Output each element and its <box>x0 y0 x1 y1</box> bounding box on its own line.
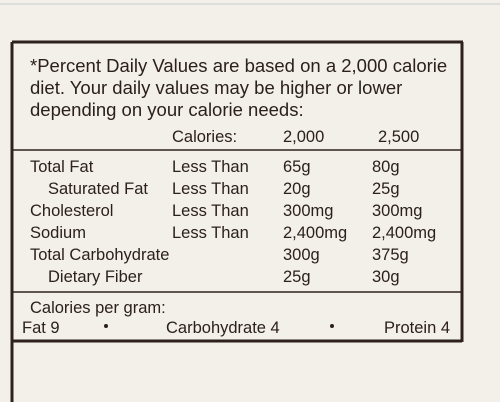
value: 300g <box>283 246 320 264</box>
intro-line: *Percent Daily Values are based on a 2,0… <box>30 55 447 76</box>
comparator: Less Than <box>172 158 249 176</box>
nutrient: Total Carbohydrate <box>30 246 169 264</box>
nutrient: Sodium <box>30 224 86 242</box>
bullet <box>330 324 334 328</box>
bullet <box>104 324 108 328</box>
value: 80g <box>372 158 400 176</box>
value: 2,400mg <box>283 224 347 242</box>
header-label: Calories: <box>172 128 237 146</box>
per-gram-item: Carbohydrate 4 <box>166 319 280 337</box>
per-gram-item: Fat 9 <box>22 319 60 337</box>
value: 300mg <box>372 202 422 220</box>
nutrient: Cholesterol <box>30 202 113 220</box>
value: 25g <box>372 180 400 198</box>
comparator: Less Than <box>172 202 249 220</box>
value: 375g <box>372 246 409 264</box>
nutrient: Dietary Fiber <box>48 268 143 286</box>
value: 300mg <box>283 202 333 220</box>
value: 25g <box>283 268 311 286</box>
intro-line: diet. Your daily values may be higher or… <box>30 77 402 98</box>
value: 30g <box>372 268 400 286</box>
nutrient: Saturated Fat <box>48 180 148 198</box>
value: 65g <box>283 158 311 176</box>
per-gram-item: Protein 4 <box>384 319 450 337</box>
per-gram-title: Calories per gram: <box>30 299 166 317</box>
intro-line: depending on your calorie needs: <box>30 99 304 120</box>
value: 20g <box>283 180 311 198</box>
header-col: 2,500 <box>378 128 419 146</box>
header-col: 2,000 <box>283 128 324 146</box>
value: 2,400mg <box>372 224 436 242</box>
comparator: Less Than <box>172 180 249 198</box>
comparator: Less Than <box>172 224 249 242</box>
nutrient: Total Fat <box>30 158 94 176</box>
